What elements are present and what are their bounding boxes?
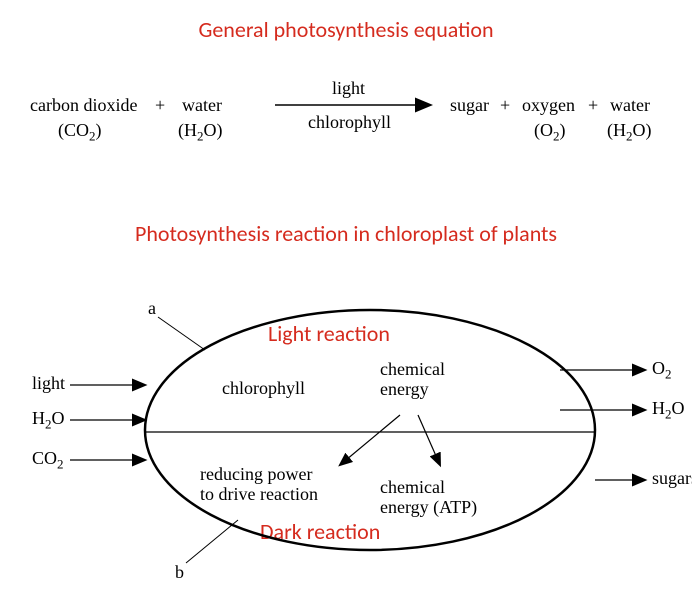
arrow-internal-right [418, 415, 440, 465]
arrow-internal-left [340, 415, 400, 465]
diagram-svg [0, 0, 692, 596]
marker-a-line [158, 317, 205, 350]
marker-b-line [186, 520, 238, 563]
chloroplast-ellipse [145, 310, 595, 550]
